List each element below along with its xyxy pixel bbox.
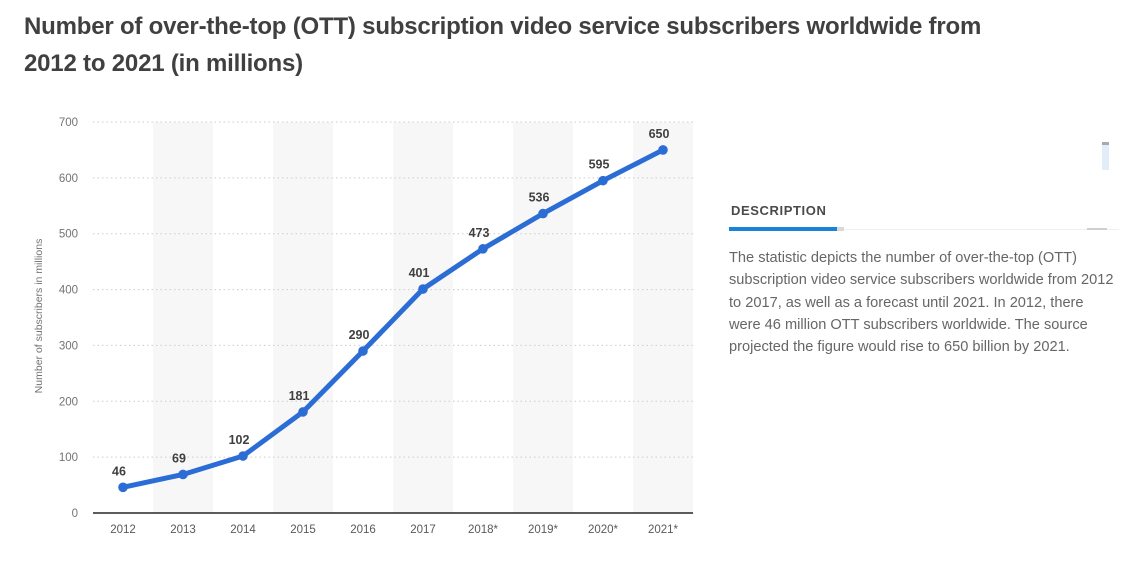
x-tick-label: 2019* — [528, 524, 559, 536]
x-tick-label: 2012 — [110, 524, 136, 536]
tab-indicator-end — [837, 227, 844, 231]
data-point[interactable] — [358, 346, 368, 356]
x-tick-label: 2013 — [170, 524, 196, 536]
data-label: 181 — [289, 389, 310, 403]
plot-stripe — [153, 122, 213, 513]
x-tick-label: 2016 — [350, 524, 376, 536]
y-tick-label: 400 — [59, 285, 78, 297]
y-tick-label: 700 — [59, 117, 78, 129]
y-tick-label: 600 — [59, 173, 78, 185]
data-point[interactable] — [418, 284, 428, 294]
y-axis-title: Number of subscribers in millions — [33, 239, 45, 394]
x-tick-label: 2021* — [648, 524, 679, 536]
scrollbar-thumb[interactable] — [1102, 145, 1109, 170]
description-text: The statistic depicts the number of over… — [729, 250, 1114, 356]
description-panel: DESCRIPTION The statistic depicts the nu… — [729, 199, 1119, 358]
y-tick-label: 100 — [59, 452, 78, 464]
plot-stripe — [513, 122, 573, 513]
tab-row: DESCRIPTION — [729, 199, 1119, 231]
data-point[interactable] — [538, 208, 548, 219]
data-label: 650 — [649, 127, 670, 141]
data-label: 401 — [409, 266, 430, 280]
x-tick-label: 2018* — [468, 524, 499, 536]
tab-description[interactable]: DESCRIPTION — [731, 203, 827, 218]
data-line — [120, 147, 666, 490]
data-point[interactable] — [478, 243, 488, 254]
data-point[interactable] — [658, 145, 668, 155]
data-point[interactable] — [178, 469, 188, 480]
data-point[interactable] — [298, 407, 308, 417]
data-label: 290 — [349, 328, 370, 342]
plot-stripe — [393, 122, 453, 513]
scrollbar[interactable] — [1102, 142, 1109, 170]
x-tick-label: 2014 — [230, 524, 256, 536]
data-label: 595 — [589, 158, 610, 172]
scrollbar-cap — [1102, 142, 1109, 145]
data-label: 473 — [469, 226, 490, 240]
y-tick-label: 500 — [59, 229, 78, 241]
tab-row-scroll-indicator[interactable] — [1087, 228, 1107, 230]
data-label: 536 — [529, 191, 550, 205]
data-label: 46 — [112, 464, 126, 478]
y-tick-label: 200 — [59, 396, 78, 408]
x-tick-label: 2015 — [290, 524, 316, 536]
page-title-line2: 2012 to 2021 (in millions) — [24, 50, 303, 77]
x-tick-label: 2017 — [410, 524, 436, 536]
data-label: 102 — [229, 433, 250, 447]
plot-stripe — [633, 122, 693, 513]
data-point[interactable] — [598, 175, 608, 186]
data-point[interactable] — [238, 451, 248, 461]
y-tick-label: 300 — [59, 340, 78, 352]
x-tick-label: 2020* — [588, 524, 619, 536]
line-chart[interactable]: 0 100 200 300 400 500 600 700 2012 2013 2014 2015 20… — [0, 110, 712, 560]
tab-active-indicator — [729, 227, 837, 231]
tab-underline-track — [729, 229, 1119, 230]
chart-canvas[interactable]: 0 100 200 300 400 500 600 700 2012 2013 2014 2015 20… — [0, 110, 712, 560]
plot-stripe — [273, 122, 333, 513]
y-tick-label: 0 — [72, 508, 78, 520]
page-title-line1: Number of over-the-top (OTT) subscriptio… — [24, 13, 982, 40]
data-label: 69 — [172, 451, 186, 465]
data-point[interactable] — [118, 482, 128, 493]
page-title: Number of over-the-top (OTT) subscriptio… — [24, 8, 981, 82]
